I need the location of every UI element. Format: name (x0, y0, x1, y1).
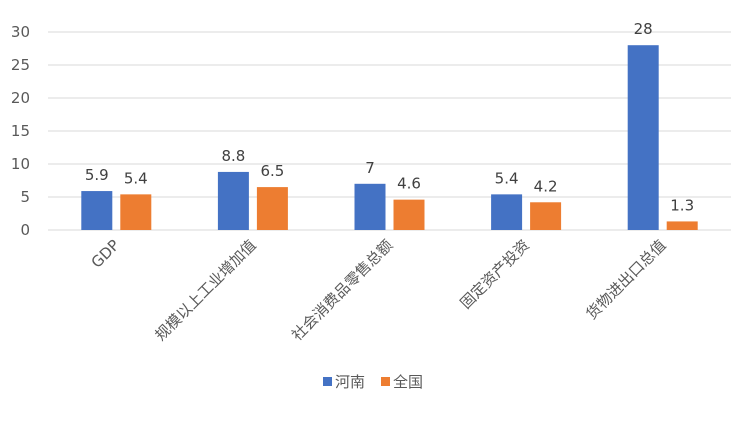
y-tick-label: 0 (20, 221, 30, 239)
data-label: 5.4 (124, 169, 148, 187)
y-tick-label: 5 (20, 188, 30, 206)
data-label: 4.6 (397, 175, 421, 193)
bars (81, 45, 698, 231)
x-category-label: 货物进出口总值 (583, 236, 670, 323)
data-label: 4.2 (534, 177, 558, 195)
bar-national-3 (530, 202, 562, 230)
legend-label: 全国 (393, 373, 423, 391)
data-label: 7 (365, 159, 375, 177)
bar-national-2 (393, 199, 425, 230)
bar-national-0 (120, 194, 152, 230)
bar-henan-3 (491, 194, 523, 230)
y-tick-label: 15 (11, 122, 30, 140)
x-category-label: 社会消费品零售总额 (288, 236, 396, 344)
legend-label: 河南 (335, 373, 365, 391)
gridlines (48, 31, 731, 231)
y-tick-label: 30 (11, 23, 30, 41)
data-label: 5.9 (85, 166, 109, 184)
y-tick-label: 25 (11, 56, 30, 74)
data-label: 5.4 (495, 169, 519, 187)
data-label: 28 (634, 20, 653, 38)
x-axis-categories: GDP 规模以上工业增加值 社会消费品零售总额 固定资产投资 货物进出口总值 (88, 236, 670, 344)
bar-national-4 (666, 221, 698, 230)
legend: 河南 全国 (323, 373, 423, 391)
bar-national-1 (256, 187, 288, 230)
y-tick-label: 10 (11, 155, 30, 173)
data-label: 8.8 (221, 147, 245, 165)
y-tick-label: 20 (11, 89, 30, 107)
bar-henan-2 (354, 183, 386, 230)
x-category-label: 规模以上工业增加值 (152, 236, 260, 344)
bar-henan-1 (217, 171, 249, 230)
bar-henan-4 (627, 45, 659, 231)
legend-swatch (323, 377, 332, 386)
bar-henan-0 (81, 191, 113, 230)
data-labels: 5.9 5.4 8.8 6.5 7 4.6 5.4 4.2 28 1.3 (85, 20, 694, 214)
y-axis-ticks: 0 5 10 15 20 25 30 (11, 23, 30, 239)
x-category-label: 固定资产投资 (457, 236, 533, 312)
data-label: 6.5 (260, 162, 284, 180)
legend-swatch (381, 377, 390, 386)
data-label: 1.3 (670, 196, 694, 214)
x-category-label: GDP (88, 236, 124, 272)
